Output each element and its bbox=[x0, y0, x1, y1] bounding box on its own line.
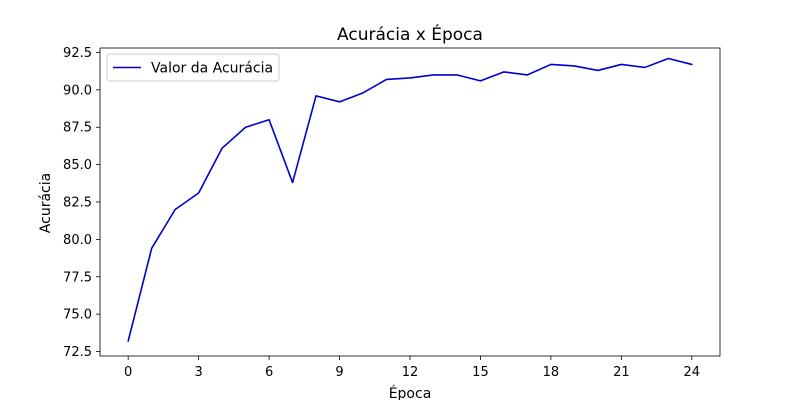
x-tick-label: 24 bbox=[684, 365, 701, 380]
x-tick-label: 3 bbox=[194, 365, 202, 380]
y-tick-label: 85.0 bbox=[63, 158, 92, 173]
x-tick-label: 15 bbox=[472, 365, 489, 380]
plot-frame bbox=[99, 47, 721, 357]
x-tick-label: 12 bbox=[402, 365, 419, 380]
y-tick-label: 82.5 bbox=[63, 196, 92, 211]
y-tick-label: 80.0 bbox=[63, 233, 92, 248]
x-tick-label: 0 bbox=[124, 365, 132, 380]
x-tick-label: 21 bbox=[613, 365, 630, 380]
x-axis-title: Época bbox=[389, 385, 432, 400]
x-tick-label: 6 bbox=[265, 365, 273, 380]
y-tick-label: 87.5 bbox=[63, 121, 92, 136]
x-tick-label: 18 bbox=[543, 365, 560, 380]
y-tick-label: 75.0 bbox=[63, 308, 92, 323]
legend-box bbox=[106, 53, 280, 82]
legend-label: Valor da Acurácia bbox=[151, 61, 273, 77]
y-axis-title: Acurácia bbox=[38, 173, 54, 233]
x-tick-label: 9 bbox=[335, 365, 343, 380]
y-tick-label: 90.0 bbox=[63, 83, 92, 98]
legend: Valor da Acurácia bbox=[106, 53, 280, 82]
chart-title: Acurácia x Época bbox=[337, 23, 483, 45]
y-tick-label: 77.5 bbox=[63, 270, 92, 285]
plot-area: 0 3 6 9 12 15 18 21 24 72.5 75.0 77.5 80.0 82.5 85.0 87… bbox=[63, 46, 721, 380]
y-tick-label: 92.5 bbox=[63, 46, 92, 61]
y-tick-label: 72.5 bbox=[63, 345, 92, 360]
series-line bbox=[127, 57, 693, 342]
